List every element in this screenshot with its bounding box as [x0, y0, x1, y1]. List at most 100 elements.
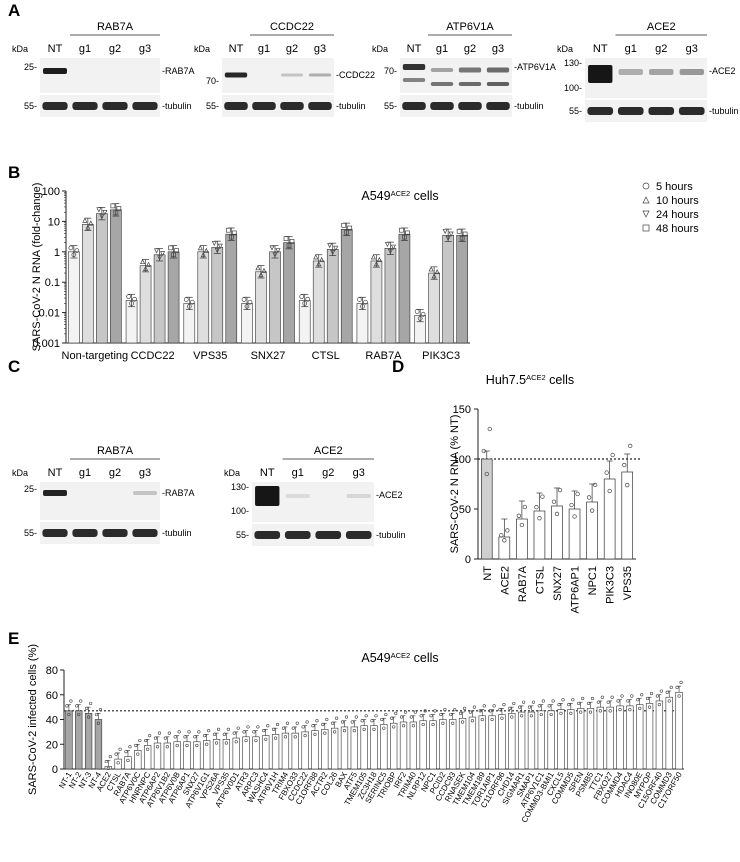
bar: [586, 501, 598, 560]
data-point: [266, 724, 270, 728]
data-point: [508, 706, 512, 710]
y-tick-label: 100: [453, 454, 471, 466]
tubulin-band: [252, 102, 276, 110]
bar: [577, 708, 585, 770]
data-point: [231, 230, 237, 236]
data-point: [586, 495, 592, 500]
data-point: [327, 243, 333, 249]
data-point: [659, 689, 663, 693]
y-tick-label: 0.001: [32, 338, 60, 350]
data-point: [354, 715, 358, 719]
data-point: [99, 214, 105, 220]
bar: [340, 228, 353, 344]
blot-target-strip: [40, 482, 160, 520]
data-point: [441, 721, 445, 725]
data-point: [283, 735, 288, 739]
bar: [442, 234, 454, 344]
x-tick-label: Non-targeting: [62, 350, 129, 362]
data-point: [264, 737, 268, 741]
blot-band: [430, 68, 454, 72]
bar: [468, 716, 477, 770]
data-point: [620, 694, 624, 698]
data-point: [638, 706, 642, 710]
y-tick-label: 100: [42, 186, 60, 198]
bar: [330, 727, 339, 770]
blot-band: [402, 64, 426, 70]
bar: [255, 271, 267, 344]
bar: [551, 505, 563, 560]
data-point: [423, 709, 427, 713]
y-tick-label: 0: [465, 554, 471, 566]
data-point: [129, 301, 134, 306]
bar: [301, 731, 309, 770]
data-point: [420, 311, 426, 317]
data-point: [256, 725, 260, 729]
panel-label-a: A: [8, 1, 20, 20]
data-point: [222, 732, 226, 736]
blot-target-label: -ACE2: [376, 490, 403, 500]
data-point: [168, 245, 173, 251]
kda-marker: 70-: [384, 66, 397, 76]
x-tick-label: PIK3C3: [605, 566, 617, 604]
bar: [568, 508, 581, 560]
lane-label-nt: NT: [229, 43, 244, 55]
bar: [498, 714, 506, 770]
data-point: [74, 248, 80, 253]
data-point: [241, 297, 247, 302]
data-point: [167, 731, 171, 735]
data-point: [669, 685, 673, 689]
kda-label: kDa: [224, 468, 240, 478]
data-point: [116, 206, 122, 211]
data-point: [94, 712, 99, 717]
kda-marker: 55-: [236, 530, 249, 540]
data-point: [419, 714, 423, 718]
blot-tubulin-strip: [40, 522, 160, 544]
blot-band: [346, 494, 371, 498]
blot-target-label: -CCDC22: [336, 70, 375, 80]
data-point: [414, 309, 420, 314]
data-point: [313, 254, 319, 260]
data-point: [138, 738, 142, 743]
lane-label-nt: NT: [407, 43, 422, 55]
data-point: [537, 516, 542, 521]
chart-title: A549ACE2 cells: [361, 651, 438, 665]
bar: [370, 725, 378, 770]
data-point: [589, 508, 595, 513]
data-point: [177, 730, 181, 734]
bar: [478, 715, 486, 770]
kda-label: kDa: [372, 44, 388, 54]
data-point: [69, 699, 73, 703]
data-point: [374, 714, 378, 718]
data-point: [590, 696, 595, 701]
panel-label-b: B: [8, 163, 20, 182]
data-point: [559, 711, 563, 715]
data-point: [429, 714, 433, 718]
bar: [68, 251, 80, 344]
data-point: [211, 241, 217, 247]
data-point: [185, 743, 189, 748]
data-point: [376, 256, 382, 263]
panel-label-e: E: [8, 629, 19, 648]
data-point: [472, 705, 477, 709]
data-point: [628, 443, 633, 449]
data-point: [272, 252, 278, 258]
data-point: [226, 727, 230, 732]
data-point: [340, 720, 345, 724]
blot-target-label: -RAB7A: [162, 488, 195, 498]
data-point: [325, 717, 329, 722]
data-point: [487, 426, 492, 432]
bar: [96, 213, 108, 344]
bar: [616, 705, 624, 770]
bar: [603, 478, 616, 560]
tubulin-band: [224, 102, 248, 110]
x-tick-label: RAB7A: [517, 565, 529, 602]
data-point: [258, 271, 264, 278]
lane-label-g2: g2: [322, 467, 334, 479]
data-point: [445, 235, 451, 241]
data-point: [96, 207, 102, 213]
y-tick-label: 20: [46, 739, 58, 751]
data-point: [401, 724, 406, 728]
bar: [321, 729, 329, 770]
bar: [419, 720, 427, 770]
data-point: [642, 224, 650, 232]
